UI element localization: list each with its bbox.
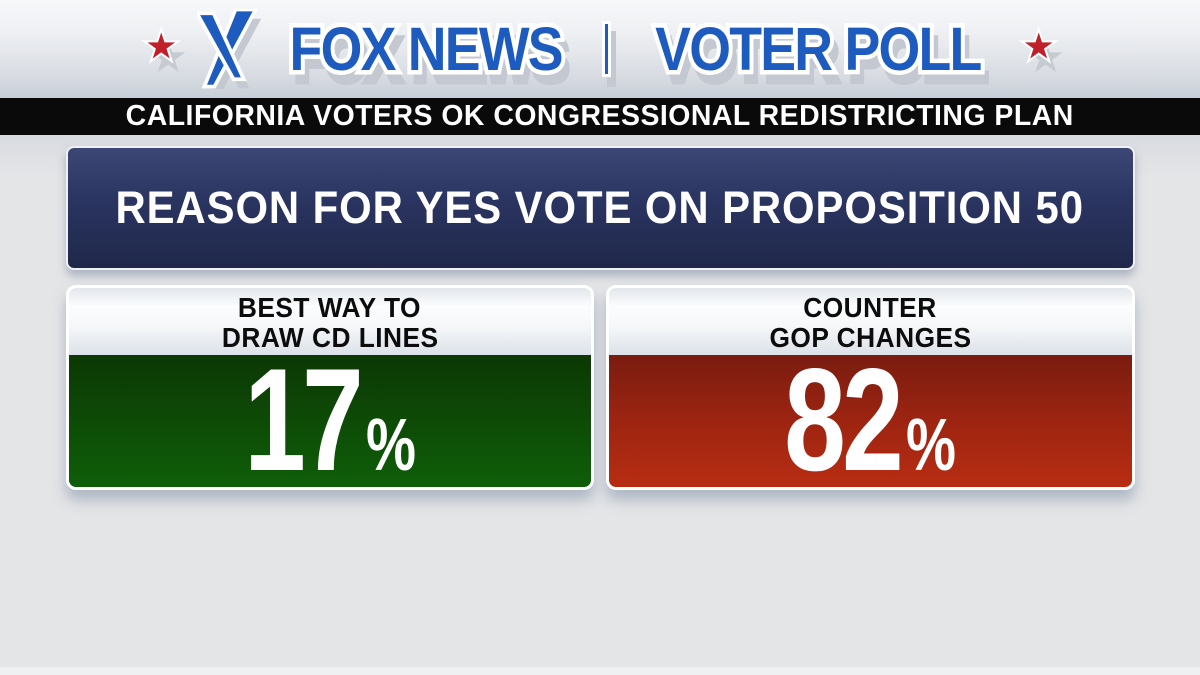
question-box: REASON FOR YES VOTE ON PROPOSITION 50 — [65, 146, 1135, 270]
headline-text: CALIFORNIA VOTERS OK CONGRESSIONAL REDIS… — [125, 100, 1075, 132]
bottom-edge-strip — [0, 667, 1200, 675]
result-card-counter-gop-value-area: 82 % — [609, 346, 1132, 487]
percent-sign: % — [365, 402, 416, 486]
result-label-line2: DRAW CD LINES — [221, 321, 439, 353]
fox-news-voter-poll-banner: ★ FOX NEWS VOTER POLL ★ — [0, 0, 1200, 98]
result-value-digits: 82 — [784, 337, 904, 490]
result-label-line2: GOP CHANGES — [769, 321, 972, 353]
result-card-best-way-header: BEST WAY TO DRAW CD LINES — [68, 288, 591, 355]
main-area: REASON FOR YES VOTE ON PROPOSITION 50 BE… — [0, 135, 1200, 675]
searchlight-beams-icon — [193, 7, 263, 96]
headline-bar: CALIFORNIA VOTERS OK CONGRESSIONAL REDIS… — [0, 98, 1200, 135]
result-label-line1: BEST WAY TO — [238, 292, 422, 324]
voter-poll-logo-text: VOTER POLL — [655, 18, 985, 91]
percent-sign: % — [906, 402, 957, 486]
result-value-digits: 17 — [243, 337, 364, 490]
result-card-counter-gop-header: COUNTER GOP CHANGES — [609, 288, 1132, 355]
result-value: 17 % — [243, 337, 416, 490]
result-value: 82 % — [784, 337, 957, 490]
results-row: BEST WAY TO DRAW CD LINES 17 % COUNTER G… — [65, 285, 1135, 490]
logo-separator-bar-icon — [602, 21, 612, 77]
result-label-line1: COUNTER — [803, 292, 937, 324]
result-card-best-way: BEST WAY TO DRAW CD LINES 17 % — [65, 285, 594, 490]
result-card-best-way-value-area: 17 % — [68, 346, 591, 487]
left-star-icon: ★ — [140, 22, 181, 71]
fox-news-logo-text: FOX NEWS — [290, 18, 568, 91]
result-card-counter-gop: COUNTER GOP CHANGES 82 % — [606, 285, 1135, 490]
right-star-icon: ★ — [1018, 22, 1059, 71]
question-text: REASON FOR YES VOTE ON PROPOSITION 50 — [115, 182, 1085, 233]
